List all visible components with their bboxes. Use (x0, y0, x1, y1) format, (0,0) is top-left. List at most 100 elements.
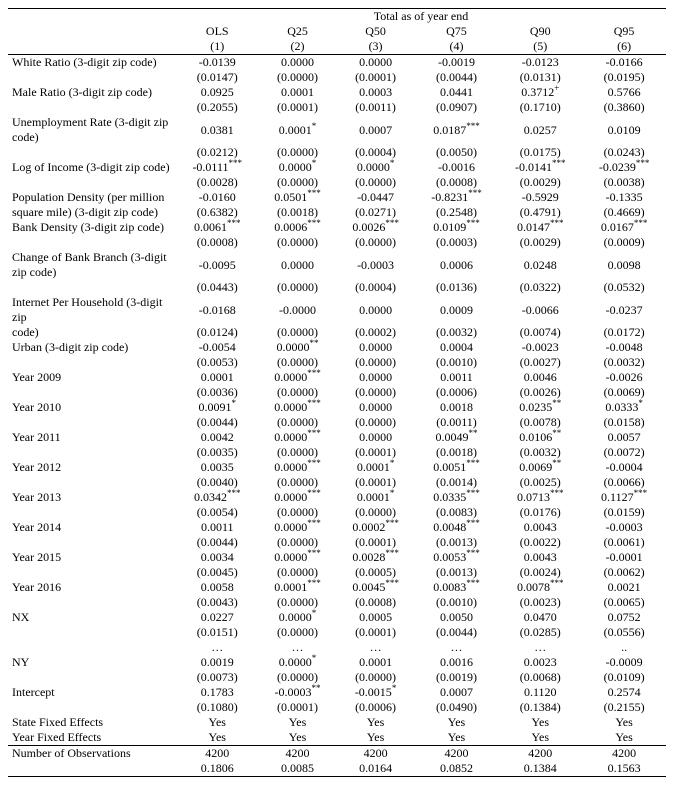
stderr: (0.0002) (337, 325, 415, 340)
coef: -0.0015* (337, 685, 415, 700)
coef: 0.0011 (176, 520, 259, 535)
stderr: (0.0044) (415, 625, 499, 640)
coef: 0.0470 (498, 610, 582, 625)
stderr: (0.0068) (498, 670, 582, 685)
coef: -0.0111*** (176, 160, 259, 175)
stderr: (0.0026) (498, 385, 582, 400)
coef: 0.0925 (176, 85, 259, 100)
stderr: (0.0000) (337, 385, 415, 400)
coef: 0.0167*** (582, 220, 666, 235)
blank (8, 761, 176, 777)
coef: 0.2574 (582, 685, 666, 700)
coef: 0.0000 (337, 340, 415, 355)
coef: -0.0237 (582, 295, 666, 325)
coef: 0.0000** (259, 340, 337, 355)
coef: 0.0001 (176, 370, 259, 385)
coef: … (415, 640, 499, 655)
coef: 0.0098 (582, 250, 666, 280)
stderr: (0.0000) (259, 355, 337, 370)
stderr: (0.0000) (337, 175, 415, 190)
blank (8, 24, 176, 39)
stderr: (0.1710) (498, 100, 582, 115)
var-label-cont: code) (8, 325, 176, 340)
fe-val: Yes (176, 730, 259, 746)
var-label: Urban (3-digit zip code) (8, 340, 176, 355)
dependent-label: Total as of year end (176, 9, 666, 25)
coef: 0.0501*** (259, 190, 337, 205)
var-label-cont (8, 145, 176, 160)
coef: 0.0046 (498, 370, 582, 385)
coef: 0.0000 (337, 370, 415, 385)
coef: 0.1120 (498, 685, 582, 700)
stderr: (0.0032) (582, 355, 666, 370)
stderr: (0.0243) (582, 145, 666, 160)
rsq-val: 0.1384 (498, 761, 582, 777)
coef: 0.0000*** (259, 490, 337, 505)
fe-val: Yes (415, 730, 499, 746)
stderr: (0.0029) (498, 235, 582, 250)
stderr: (0.0006) (415, 385, 499, 400)
stderr: (0.0074) (498, 325, 582, 340)
coef: 0.0106** (498, 430, 582, 445)
var-label: Bank Density (3-digit zip code) (8, 220, 176, 235)
stderr: (0.0158) (582, 415, 666, 430)
coef: 0.0049** (415, 430, 499, 445)
col-num: (3) (337, 39, 415, 55)
coef: 0.0006 (415, 250, 499, 280)
stderr: (0.0004) (337, 280, 415, 295)
stderr: (0.0271) (337, 205, 415, 220)
coef: 0.0000 (337, 295, 415, 325)
stderr: (0.0001) (337, 535, 415, 550)
coef: -0.0168 (176, 295, 259, 325)
coef: 0.0000*** (259, 460, 337, 475)
fe-val: Yes (337, 715, 415, 730)
coef: 0.0006*** (259, 220, 337, 235)
stderr: (0.0000) (259, 505, 337, 520)
stderr: (0.0011) (337, 100, 415, 115)
stderr: (0.6382) (176, 205, 259, 220)
var-label: Log of Income (3-digit zip code) (8, 160, 176, 175)
stderr: (0.0000) (259, 475, 337, 490)
coef: 0.0042 (176, 430, 259, 445)
coef: -0.0019 (415, 55, 499, 71)
var-label: Population Density (per million (8, 190, 176, 205)
coef: 0.0001* (337, 460, 415, 475)
stderr: (0.0019) (415, 670, 499, 685)
coef: 0.0002*** (337, 520, 415, 535)
var-label-cont (8, 70, 176, 85)
coef: 0.0026*** (337, 220, 415, 235)
stderr: (0.0066) (582, 475, 666, 490)
nobs-val: 4200 (259, 746, 337, 762)
coef: -0.0139 (176, 55, 259, 71)
var-label-cont (8, 595, 176, 610)
stderr: (0.0000) (337, 415, 415, 430)
coef: 0.0048*** (415, 520, 499, 535)
stderr: (0.0000) (259, 235, 337, 250)
coef: -0.5929 (498, 190, 582, 205)
coef: 0.0005 (337, 610, 415, 625)
coef: 0.0235** (498, 400, 582, 415)
stderr: (0.0044) (176, 535, 259, 550)
stderr: (0.0000) (259, 280, 337, 295)
stderr: (0.0027) (498, 355, 582, 370)
stderr: (0.0000) (259, 595, 337, 610)
stderr: (0.0000) (259, 70, 337, 85)
stderr: (0.0036) (176, 385, 259, 400)
stderr: (0.0044) (415, 70, 499, 85)
stderr: (0.0000) (259, 145, 337, 160)
coef: 0.0058 (176, 580, 259, 595)
stderr: (0.0001) (259, 100, 337, 115)
var-label-cont (8, 100, 176, 115)
var-label-cont (8, 700, 176, 715)
coef: -0.0026 (582, 370, 666, 385)
stderr: (0.0556) (582, 625, 666, 640)
stderr: (0.0018) (415, 445, 499, 460)
stderr: (0.0000) (259, 535, 337, 550)
coef: 0.0019 (176, 655, 259, 670)
coef: 0.0021 (582, 580, 666, 595)
stderr: (0.0078) (498, 415, 582, 430)
coef: -0.0239*** (582, 160, 666, 175)
stderr: (0.0032) (415, 325, 499, 340)
stderr: (0.0000) (337, 670, 415, 685)
coef: -0.0023 (498, 340, 582, 355)
